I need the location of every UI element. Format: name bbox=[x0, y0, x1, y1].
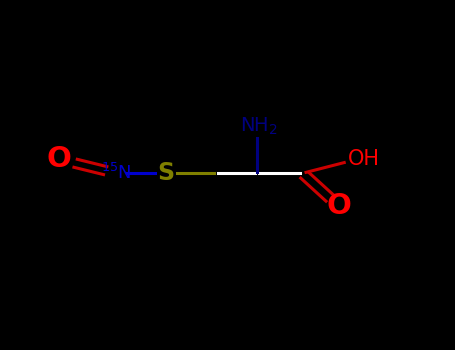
Text: $^{15}$N: $^{15}$N bbox=[101, 163, 131, 183]
Text: OH: OH bbox=[348, 149, 380, 169]
Text: S: S bbox=[157, 161, 175, 185]
Text: NH$_2$: NH$_2$ bbox=[240, 116, 278, 136]
Text: O: O bbox=[327, 193, 351, 220]
Text: O: O bbox=[47, 145, 71, 173]
